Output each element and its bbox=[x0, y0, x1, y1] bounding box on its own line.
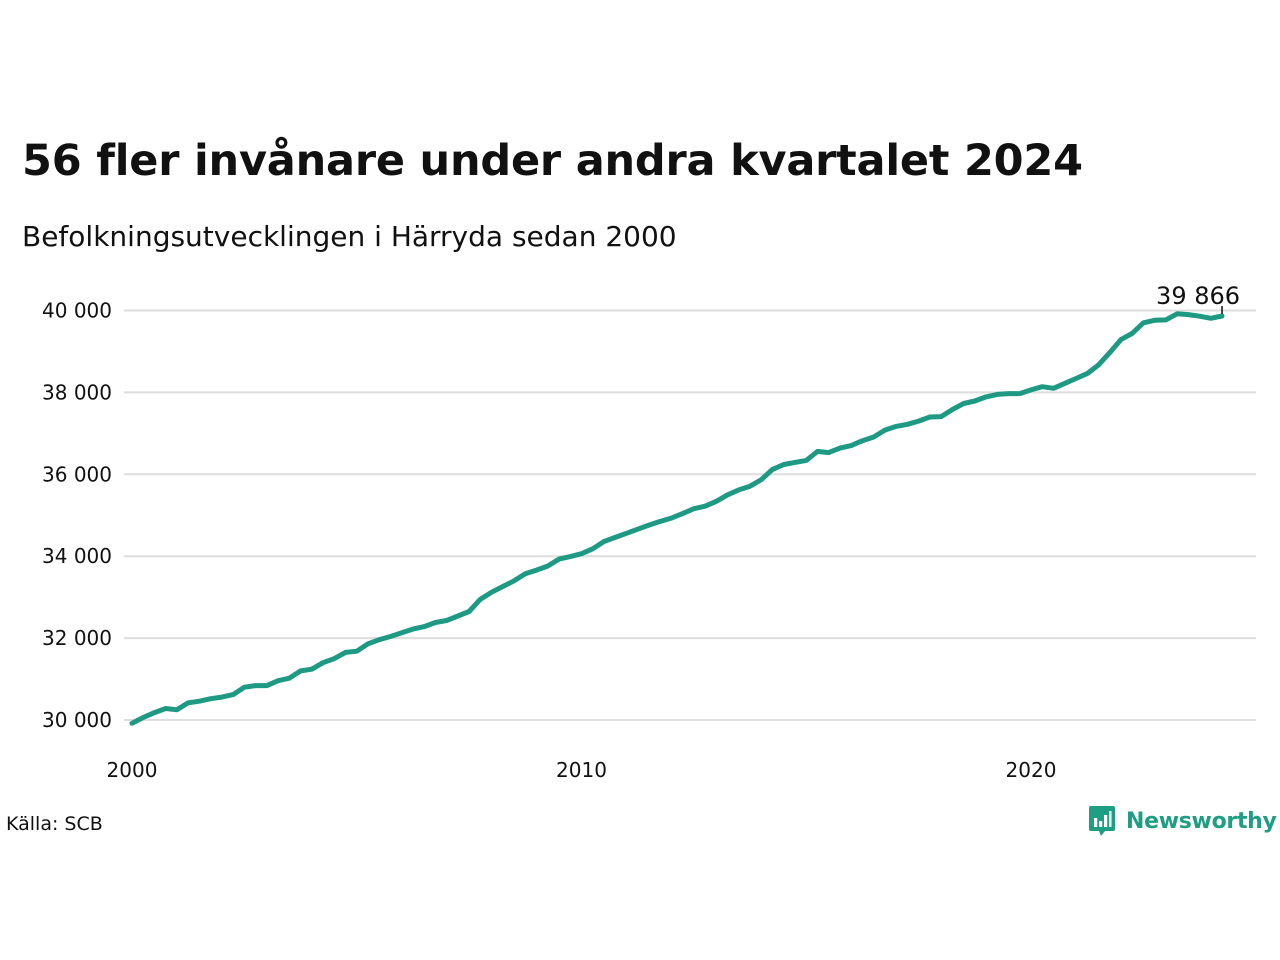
x-tick-label: 2020 bbox=[1006, 758, 1057, 782]
end-value-label: 39 866 bbox=[1156, 282, 1240, 310]
gridlines bbox=[124, 309, 1256, 721]
x-axis-ticks: 2000 2010 2020 bbox=[107, 758, 1057, 782]
x-tick-label: 2010 bbox=[556, 758, 607, 782]
y-tick-label: 40 000 bbox=[42, 299, 112, 323]
chart-title: 56 fler invånare under andra kvartalet 2… bbox=[22, 136, 1083, 186]
newsworthy-logo-icon bbox=[1088, 804, 1116, 838]
chart-subtitle: Befolkningsutvecklingen i Härryda sedan … bbox=[22, 220, 677, 253]
y-tick-label: 38 000 bbox=[42, 380, 112, 404]
y-tick-label: 34 000 bbox=[42, 544, 112, 568]
brand-logo: Newsworthy bbox=[1088, 804, 1277, 838]
source-note: Källa: SCB bbox=[6, 813, 103, 835]
series-line bbox=[129, 311, 1225, 726]
series-layer bbox=[129, 311, 1225, 726]
y-tick-label: 32 000 bbox=[42, 626, 112, 650]
y-tick-label: 36 000 bbox=[42, 462, 112, 486]
y-axis-ticks: 30 000 32 000 34 000 36 000 38 000 40 000 bbox=[42, 299, 112, 733]
y-tick-label: 30 000 bbox=[42, 708, 112, 732]
end-label-layer: 39 866 bbox=[1156, 282, 1240, 314]
brand-name: Newsworthy bbox=[1126, 808, 1277, 834]
x-tick-label: 2000 bbox=[107, 758, 158, 782]
